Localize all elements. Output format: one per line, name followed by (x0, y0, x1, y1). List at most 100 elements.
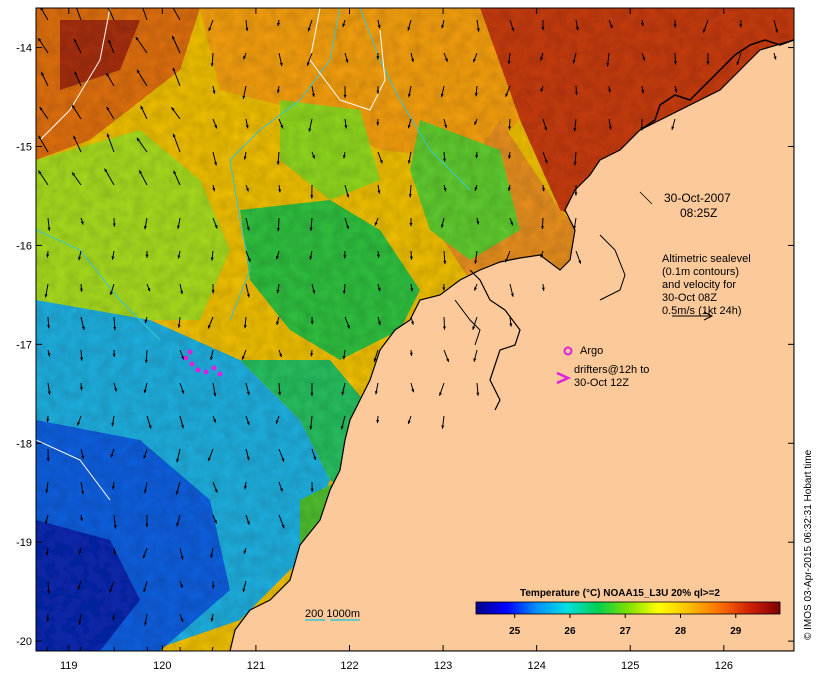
lon-tick-label: 125 (621, 660, 639, 672)
velocity-arrow (508, 151, 512, 159)
lat-tick-label: -16 (16, 240, 32, 252)
velocity-arrow (441, 415, 445, 429)
argo-label: Argo (580, 345, 603, 357)
velocity-arrow (275, 415, 280, 424)
velocity-arrow (45, 547, 49, 556)
velocity-arrow (342, 349, 346, 360)
velocity-arrow (245, 217, 250, 231)
velocity-arrow (37, 37, 49, 54)
velocity-arrow (473, 349, 478, 362)
velocity-arrow (673, 52, 677, 65)
velocity-arrow (377, 184, 381, 194)
velocity-arrow (409, 250, 413, 260)
velocity-arrow (143, 217, 148, 230)
colorbar-tick-label: 26 (564, 626, 576, 637)
velocity-arrow (409, 349, 413, 357)
velocity-arrow (47, 316, 51, 329)
velocity-arrow (541, 217, 545, 230)
axis-ticks: 119 120 121 122 123 124 125 126 -14 -15 -16 -17 -18 -… (16, 8, 794, 672)
velocity-arrow (179, 283, 184, 295)
velocity-arrow (541, 184, 545, 192)
velocity-arrow (407, 85, 412, 98)
drifter-marker-icon (556, 371, 572, 385)
lat-tick-label: -14 (16, 43, 32, 55)
velocity-arrow (278, 118, 284, 129)
lon-tick-label: 126 (715, 660, 733, 672)
velocity-arrow (245, 19, 249, 32)
velocity-arrow (474, 118, 478, 126)
velocity-arrow (278, 514, 285, 529)
velocity-arrow (243, 547, 247, 555)
drifter-tracks (183, 349, 223, 377)
velocity-arrow (179, 349, 185, 360)
velocity-arrows (37, 8, 779, 651)
velocity-arrow (472, 52, 478, 63)
velocity-arrow (245, 415, 250, 426)
velocity-arrow (440, 217, 445, 228)
velocity-arrow (443, 184, 447, 192)
lat-tick-label: -20 (16, 636, 32, 648)
velocity-arrow (243, 481, 247, 490)
velocity-arrow (541, 19, 545, 31)
velocity-arrow (146, 415, 152, 429)
velocity-arrow (773, 52, 777, 60)
velocity-arrow (508, 118, 512, 130)
velocity-arrow (344, 217, 349, 230)
velocity-arrow (243, 151, 247, 160)
velocity-arrow (112, 613, 116, 621)
velocity-arrow (47, 349, 51, 357)
velocity-arrow (106, 133, 115, 153)
velocity-arrow (443, 250, 447, 265)
velocity-arrow (39, 106, 49, 120)
velocity-arrow (440, 85, 445, 98)
velocity-arrow (407, 151, 412, 164)
velocity-arrow (574, 184, 578, 196)
isobath-contours (36, 8, 471, 341)
velocity-arrow (212, 415, 217, 423)
velocity-arrow (278, 52, 283, 67)
velocity-arrow (443, 52, 448, 62)
velocity-arrow (408, 184, 412, 198)
velocity-arrow (341, 382, 346, 396)
velocity-arrow (306, 52, 313, 66)
velocity-arrow (211, 580, 215, 589)
velocity-arrow (245, 382, 250, 396)
date-line-2: 08:25Z (680, 206, 717, 220)
velocity-arrow (377, 316, 381, 326)
velocity-arrow (310, 382, 314, 396)
velocity-arrow (212, 217, 218, 229)
legend-line-3: and velocity for (662, 279, 736, 291)
velocity-arrow (177, 217, 181, 229)
velocity-arrow (110, 448, 115, 458)
velocity-arrow (207, 316, 214, 329)
velocity-arrow (112, 217, 116, 227)
velocity-arrow (47, 580, 51, 594)
lat-tick-label: -17 (16, 339, 32, 351)
velocity-arrow (573, 217, 577, 230)
velocity-arrow (541, 283, 545, 291)
lon-tick-label: 119 (60, 660, 78, 672)
legend-line-5: 0.5m/s (1kt 24h) (662, 305, 741, 317)
velocity-arrow (212, 382, 217, 397)
velocity-arrow (340, 415, 346, 430)
velocity-arrow (573, 151, 577, 166)
velocity-arrow (476, 382, 480, 396)
velocity-arrow (344, 316, 350, 329)
velocity-arrow (310, 184, 314, 199)
velocity-arrow (342, 283, 346, 294)
legend-line-4: 30-Oct 08Z (662, 292, 717, 304)
velocity-arrow (172, 67, 181, 87)
velocity-arrow (146, 646, 149, 651)
velocity-scale-arrow (672, 311, 714, 321)
velocity-arrow (245, 514, 250, 525)
velocity-arrow (509, 217, 514, 226)
date-line-1: 30-Oct-2007 (664, 191, 731, 205)
velocity-arrow (474, 184, 478, 191)
velocity-arrow (311, 151, 316, 159)
velocity-arrow (608, 19, 613, 29)
velocity-arrow (277, 19, 281, 27)
velocity-arrow (177, 250, 181, 259)
velocity-arrow (344, 184, 350, 198)
velocity-arrow (574, 85, 578, 96)
velocity-arrow (172, 133, 181, 153)
